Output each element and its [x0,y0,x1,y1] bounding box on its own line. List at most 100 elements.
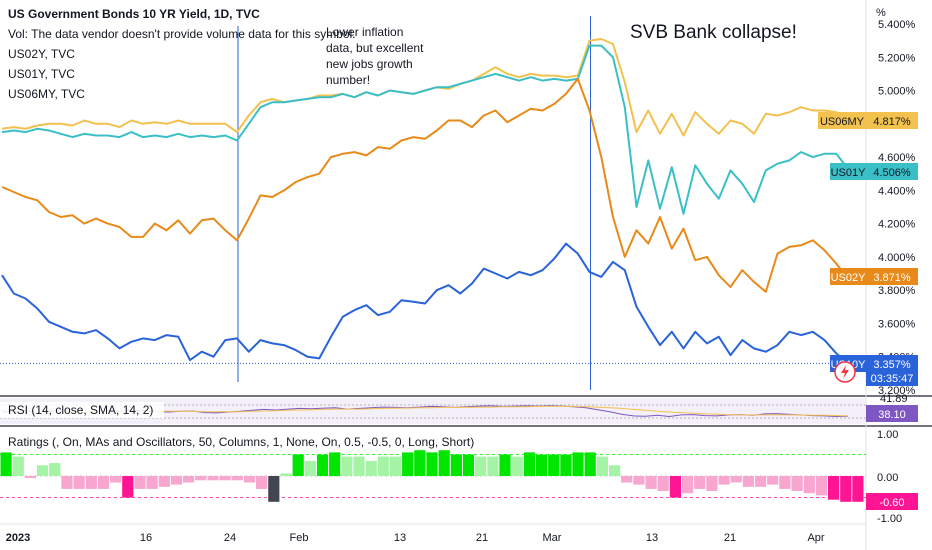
badge-us02y[interactable]: US02Y 3.871% [830,268,918,285]
rating-column [803,476,815,494]
time-tick: Mar [543,532,562,544]
price-tick: 3.800% [878,285,916,297]
rating-column [548,454,560,476]
time-tick: 24 [224,532,236,544]
rating-column [840,476,852,502]
series-lines [1,38,849,365]
rating-column [755,476,767,487]
ratings-columns [0,450,866,502]
rating-column [231,476,243,481]
badge-us01y-name: US01Y [831,167,867,179]
rating-column [584,452,596,477]
rating-column [256,476,268,489]
annotation-line-2: data, but excellent [326,41,424,55]
annotation-line-3: new jobs growth [326,57,413,71]
rsi-title[interactable]: RSI (14, close, SMA, 14, 2) [8,403,153,417]
annotation-vertical-lines [237,16,591,390]
price-tick: 5.200% [878,52,916,64]
rating-column [37,465,49,477]
rating-column [742,476,754,487]
rating-column [85,476,97,489]
annotation-line-4: number! [326,73,370,87]
rating-column [0,452,12,477]
time-tick: Apr [807,532,824,544]
price-tick: 4.200% [878,219,916,231]
rating-column [657,476,669,491]
rating-column [122,476,134,498]
badge-us10y[interactable]: US10Y 3.357% 03:35:47 [830,355,918,386]
series-line-us10y[interactable] [1,242,849,365]
badge-us01y[interactable]: US01Y 4.506% [830,163,918,180]
ratings-title[interactable]: Ratings (, On, MAs and Oscillators, 50, … [8,435,474,449]
rating-column [316,454,329,476]
rsi-value-badge[interactable] [866,405,918,422]
rating-column [779,476,791,489]
rating-column [791,476,803,491]
chart-title[interactable]: US Government Bonds 10 YR Yield, 1D, TVC [8,7,260,21]
rating-column [560,454,572,476]
rating-column [828,476,840,500]
badge-us06my-value: 4.817% [873,116,911,128]
rating-column [146,476,158,489]
time-tick: 21 [476,532,488,544]
volume-note: Vol: The data vendor doesn't provide vol… [8,27,356,41]
rating-column [377,456,389,476]
rating-column [462,454,475,476]
annotation-lower-inflation[interactable]: Lower inflation data, but excellent new … [326,25,424,87]
time-tick: 13 [646,532,658,544]
rating-column [353,456,365,476]
time-tick: 2023 [6,532,30,544]
badge-us10y-countdown: 03:35:47 [871,373,914,385]
annotation-svb-collapse[interactable]: SVB Bank collapse! [630,22,797,43]
legend-us02y[interactable]: US02Y, TVC [8,47,75,61]
rating-column [219,476,231,481]
rating-column [110,476,122,483]
badge-us02y-name: US02Y [831,272,867,284]
rating-column [183,476,195,483]
rating-column [243,476,256,483]
rating-column [414,450,426,476]
rating-column [609,465,621,477]
badge-us01y-value: 4.506% [873,167,911,179]
time-tick: 13 [394,532,406,544]
rating-column [852,476,864,502]
series-line-us02y[interactable] [1,77,849,293]
rating-column [97,476,110,489]
legend-us06my[interactable]: US06MY, TVC [8,87,85,101]
series-line-us01y[interactable] [1,44,849,215]
rating-column [24,476,36,479]
rating-column [134,476,146,489]
price-tick: 4.600% [878,152,916,164]
rating-column [280,473,292,476]
rating-column [450,454,462,476]
price-tick: 5.400% [878,19,916,31]
legend-us01y[interactable]: US01Y, TVC [8,67,75,81]
lightning-icon[interactable] [834,361,856,383]
y-unit-label: % [876,7,886,19]
rating-column [268,476,280,502]
badge-us02y-value: 3.871% [873,272,911,284]
price-tick: 4.000% [878,252,916,264]
ratings-tick-zero: 0.00 [877,472,898,484]
ratings-tick-top: 1.00 [877,429,898,441]
rating-column [389,456,402,476]
price-tick: 3.600% [878,318,916,330]
rating-column [170,476,183,485]
rating-column [596,456,608,476]
rating-column [694,476,706,489]
main-price-scale[interactable]: 5.400%5.200%5.000%4.800%4.600%4.400%4.20… [878,19,916,397]
rating-column [706,476,718,491]
rating-column [511,456,523,476]
time-scale[interactable]: 2023 16 24 Feb 13 21 Mar 13 21 Apr [6,532,825,544]
rating-column [815,476,827,496]
rsi-value: 38.10 [878,409,906,421]
badge-us06my[interactable]: US06MY 4.817% [818,112,918,129]
rating-column [12,456,24,476]
price-tick: 5.000% [878,86,916,98]
ratings-value-badge[interactable] [866,493,918,510]
price-tick: 4.400% [878,185,916,197]
rating-column [499,454,511,476]
rating-column [207,476,219,481]
